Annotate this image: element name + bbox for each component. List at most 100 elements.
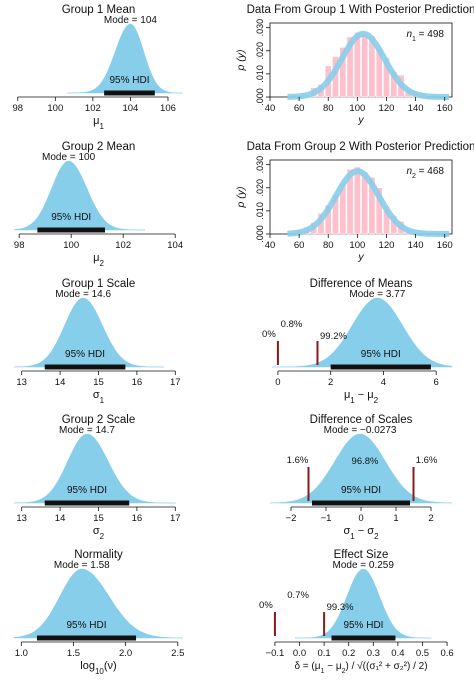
mode-label: Mode = 1.58 [54,560,110,571]
posterior-density [13,160,145,231]
panel-title: Difference of Means [310,278,413,290]
x-tick-label: 100 [47,103,63,114]
x-tick-label: 104 [167,240,183,251]
x-tick-label: 0.4 [391,648,404,659]
x-axis-label-part-2: − σ [355,525,375,537]
panel-10: Effect Size 95% HDI Mode = 0.259 0% 0.7% 99.3… [259,549,454,675]
x-axis-label-part-0: μ [93,115,99,127]
x-axis-label-part-0: μ [344,389,350,401]
x-tick-label: 40 [265,103,276,114]
x-axis-label-part-0: log [80,660,95,672]
x-axis-label-part-0: μ [93,252,99,264]
x-tick-label: 6 [434,377,439,388]
sample-size-symbol: n [406,29,412,40]
y-tick-label: .010 [255,65,265,83]
posterior-density [269,433,453,504]
y-axis-label: p (y) [235,187,247,209]
x-tick-label: 0 [358,513,363,524]
x-axis-label: y [357,251,364,263]
x-axis-label-part-1: 1 [100,396,105,405]
x-axis-label: μ1 [93,115,104,131]
x-axis-label-part-3: 2 [374,396,379,405]
x-axis-label-part-0: σ [93,525,100,537]
x-tick-label: 4 [381,377,386,388]
x-tick-label: 106 [160,103,176,114]
posterior-density [13,568,184,639]
posterior-density [13,297,164,368]
histogram-bar [346,36,354,98]
x-axis-label: δ = (μ1 − μ2) / √((σ₁² + σ₂²) / 2) [294,660,427,675]
hdi-bar [36,635,137,641]
x-axis-label: log10(ν) [80,660,116,676]
hdi-bar [44,364,126,370]
hdi-label: 95% HDI [109,75,149,86]
rope-above-label: 99.3% [327,602,354,613]
posterior-density [295,568,432,639]
x-tick-label: 120 [379,240,395,251]
rope-inside-label: 0.8% [281,319,303,330]
x-tick-label: 0.6 [440,648,453,659]
rope-middle-label: 96.8% [352,456,379,467]
x-tick-label: 100 [63,240,79,251]
x-tick-label: 160 [437,103,453,114]
mode-label: Mode = 3.77 [349,289,405,300]
x-tick-label: 0.1 [317,648,330,659]
y-axis-label: p (y) [235,50,247,72]
panel-4: Data From Group 2 With Posterior Predict… [235,141,474,263]
x-tick-label: 13 [16,513,27,524]
x-tick-label: 13 [16,377,27,388]
x-tick-label: 160 [437,240,453,251]
panel-7: Group 2 Scale 95% HDI Mode = 14.7 13 14 15 16 1… [13,414,181,541]
histogram-bar [361,34,369,98]
y-tick-label: .020 [255,179,265,197]
x-axis-label: y [357,114,364,126]
hdi-bar [44,500,130,506]
hdi-label: 95% HDI [65,349,105,360]
x-tick-label: 1.0 [15,648,28,659]
hdi-bar [37,227,105,233]
comparison-label: 0% [262,329,276,340]
panel-1: Group 1 Mean 95% HDI Mode = 104 98 100 102 104… [12,4,183,131]
y-tick-label: .020 [255,42,265,60]
panel-title: Group 2 Mean [62,141,136,153]
x-tick-label: −0.1 [266,648,285,659]
x-axis-label-part-1: 2 [99,259,104,268]
sample-size-subscript: 1 [412,36,416,43]
x-tick-label: −2 [286,513,297,524]
mode-label: Mode = 14.7 [59,425,115,436]
x-tick-label: 60 [294,103,305,114]
x-tick-label: 40 [265,240,276,251]
x-tick-label: 100 [349,240,365,251]
x-tick-label: 17 [170,377,181,388]
panel-title: Group 1 Mean [62,4,136,16]
x-axis-label: μ2 [93,252,104,268]
panel-title: Data From Group 2 With Posterior Predict… [247,141,474,153]
mode-label: Mode = 14.6 [55,289,111,300]
x-axis-label: μ1 − μ2 [344,389,379,405]
hdi-label: 95% HDI [51,212,91,223]
x-tick-label: 0.0 [293,648,306,659]
plot-frame [269,22,453,98]
x-tick-label: 98 [12,103,23,114]
x-axis-label-part-3: 2 [342,668,346,675]
x-axis-label: σ2 [93,525,105,541]
x-tick-label: 1 [393,513,398,524]
mode-label: Mode = −0.0273 [324,425,397,436]
x-tick-label: 0.2 [342,648,355,659]
rope-right-label: 1.6% [416,455,438,466]
sample-size-subscript: 2 [412,173,416,180]
y-tick-label: .000 [255,225,265,243]
hdi-bar [104,90,155,96]
x-tick-label: 2 [428,513,433,524]
x-tick-label: 15 [93,377,104,388]
x-axis-label-part-1: 1 [99,122,104,131]
x-axis-label-part-4: ) / √((σ₁² + σ₂²) / 2) [346,660,428,672]
hdi-label: 95% HDI [66,620,106,631]
x-tick-label: 80 [323,103,334,114]
sample-size-value: = 498 [416,29,445,40]
x-tick-label: 0.5 [416,648,429,659]
panel-title: Group 2 Scale [62,414,136,426]
hdi-label: 95% HDI [67,485,107,496]
x-tick-label: 120 [379,103,395,114]
x-tick-label: 140 [408,240,424,251]
